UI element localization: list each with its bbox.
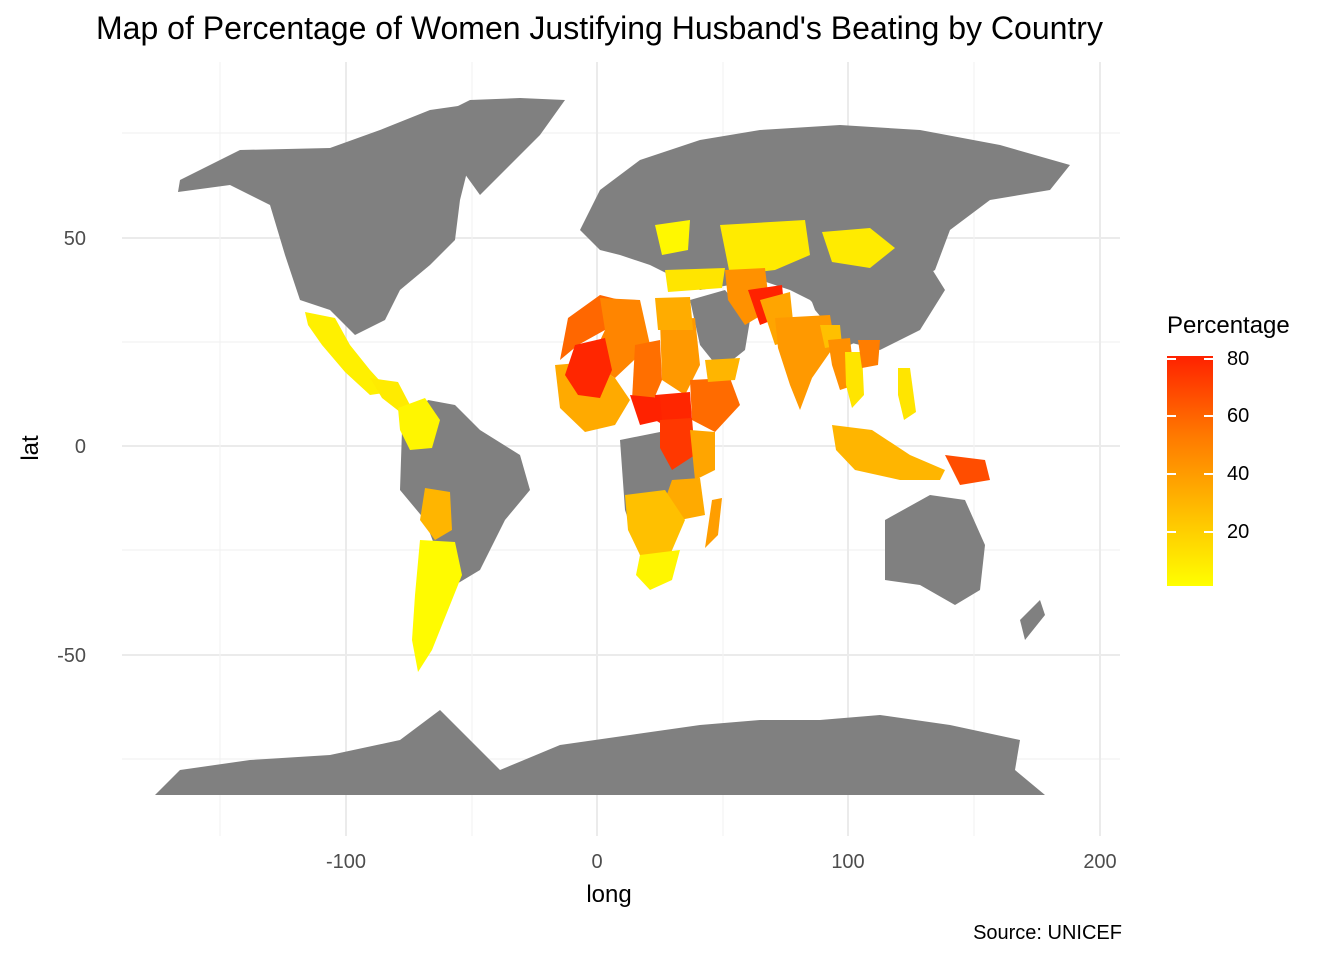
region-ethiopia [690, 378, 740, 432]
region-turkey [665, 268, 725, 292]
legend-label: 80 [1227, 348, 1250, 370]
region-south-africa [636, 550, 680, 590]
legend-title: Percentage [1167, 312, 1290, 339]
region-chad [632, 340, 662, 408]
x-axis-title: long [586, 881, 631, 908]
region-kenya [690, 430, 715, 480]
region-dr-congo [660, 418, 695, 470]
legend-label: 60 [1227, 405, 1250, 427]
region-mongolia [822, 228, 895, 268]
new-zealand-shape [1020, 600, 1045, 640]
region-colombia [398, 398, 440, 450]
region-argentina [412, 540, 462, 672]
australia-shape [885, 495, 985, 605]
y-axis-title: lat [17, 435, 44, 461]
region-ukraine [655, 220, 690, 255]
region-thailand [845, 352, 864, 408]
region-central-america [370, 378, 410, 412]
region-india [775, 315, 835, 410]
region-papua-new-guinea [945, 455, 990, 485]
region-central-asia [720, 220, 810, 275]
greenland-shape [440, 98, 565, 195]
region-central-african-republic [630, 395, 662, 425]
legend-label: 20 [1227, 521, 1250, 543]
region-mexico [305, 312, 390, 395]
region-bolivia [420, 488, 452, 540]
legend-label: 40 [1227, 463, 1250, 485]
x-tick-label: 0 [591, 851, 602, 873]
x-tick-label: 100 [831, 851, 864, 873]
y-tick-label: -50 [57, 645, 86, 667]
region-madagascar [705, 498, 722, 548]
axes: 50 0 -50 -100 0 100 200 long lat [17, 228, 1117, 908]
x-tick-label: -100 [326, 851, 366, 873]
region-egypt [655, 297, 693, 330]
legend-color-bar [1167, 356, 1213, 586]
region-southern-africa [625, 490, 685, 555]
region-sudan [660, 318, 700, 395]
region-philippines [898, 368, 916, 420]
region-laos [858, 340, 880, 368]
y-tick-label: 50 [64, 228, 86, 250]
y-tick-label: 0 [75, 436, 86, 458]
region-mali [565, 338, 612, 398]
x-tick-label: 200 [1083, 851, 1116, 873]
chart-title: Map of Percentage of Women Justifying Hu… [96, 10, 1103, 46]
country-regions [305, 220, 990, 672]
source-caption: Source: UNICEF [973, 922, 1122, 944]
antarctica-shape [155, 710, 1045, 795]
region-indonesia [832, 425, 945, 480]
region-yemen [705, 358, 740, 382]
